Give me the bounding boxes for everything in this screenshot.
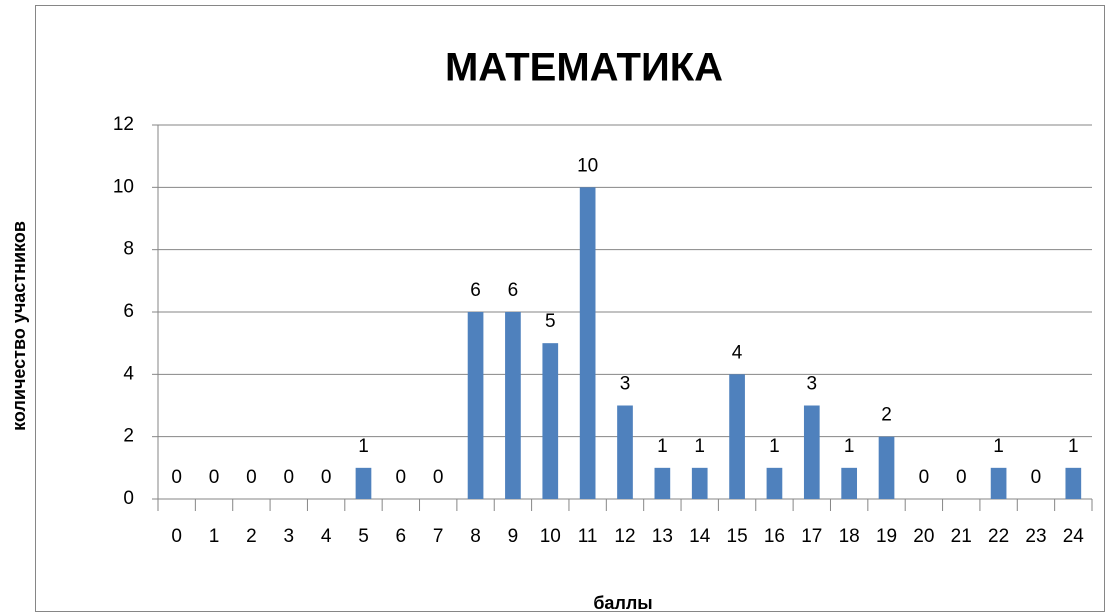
bar <box>505 312 521 499</box>
y-tick-label: 0 <box>123 488 134 509</box>
bar <box>355 467 372 499</box>
x-tick-label: 21 <box>951 526 972 547</box>
data-label: 0 <box>246 467 257 488</box>
x-tick-label: 17 <box>801 526 822 547</box>
chart-title: МАТЕМАТИКА <box>445 46 723 90</box>
data-label: 0 <box>1031 467 1042 488</box>
y-tick-label: 2 <box>123 426 134 447</box>
bar <box>617 405 633 499</box>
bar <box>841 467 858 499</box>
y-tick-label: 8 <box>123 239 134 260</box>
data-label: 0 <box>321 467 332 488</box>
y-tick-label: 4 <box>123 363 134 384</box>
bar <box>542 343 559 499</box>
x-tick-label: 9 <box>508 526 519 547</box>
data-label: 1 <box>694 436 705 457</box>
x-tick-label: 2 <box>246 526 257 547</box>
y-tick-label: 6 <box>123 301 134 322</box>
data-label: 3 <box>620 374 631 395</box>
x-tick-label: 23 <box>1025 526 1046 547</box>
data-label: 0 <box>919 467 930 488</box>
data-label: 0 <box>209 467 220 488</box>
y-tick-label: 12 <box>113 114 134 135</box>
data-label: 6 <box>470 280 481 301</box>
data-label: 2 <box>881 405 892 426</box>
data-label: 0 <box>283 467 294 488</box>
bar <box>579 187 596 500</box>
x-tick-label: 6 <box>396 526 407 547</box>
x-tick-label: 14 <box>689 526 711 547</box>
x-tick-label: 1 <box>209 526 220 547</box>
x-tick-label: 3 <box>283 526 294 547</box>
x-tick-label: 24 <box>1063 526 1085 547</box>
data-label: 3 <box>807 374 818 395</box>
x-tick-label: 18 <box>839 526 860 547</box>
bar <box>467 312 484 499</box>
data-label: 1 <box>993 436 1004 457</box>
data-label: 10 <box>577 155 598 176</box>
data-label: 4 <box>732 342 743 363</box>
bar <box>691 467 708 499</box>
x-axis-label: баллы <box>593 593 652 613</box>
bar <box>654 467 671 499</box>
chart-frame <box>35 5 1105 612</box>
x-tick-label: 19 <box>876 526 897 547</box>
bar <box>729 374 745 499</box>
data-label: 1 <box>1068 436 1079 457</box>
data-label: 1 <box>358 436 369 457</box>
data-label: 1 <box>657 436 668 457</box>
bar <box>878 436 895 499</box>
x-tick-label: 12 <box>614 526 635 547</box>
bar <box>1065 467 1082 499</box>
y-tick-label: 10 <box>113 176 134 197</box>
x-tick-label: 15 <box>727 526 748 547</box>
data-label: 6 <box>508 280 519 301</box>
data-label: 0 <box>433 467 444 488</box>
x-tick-label: 10 <box>540 526 561 547</box>
x-tick-label: 13 <box>652 526 673 547</box>
x-tick-label: 20 <box>913 526 934 547</box>
x-tick-label: 16 <box>764 526 785 547</box>
x-tick-label: 22 <box>988 526 1009 547</box>
x-tick-label: 8 <box>470 526 481 547</box>
bar <box>766 467 783 499</box>
data-label: 0 <box>396 467 407 488</box>
data-label: 1 <box>844 436 855 457</box>
data-label: 5 <box>545 311 556 332</box>
x-tick-label: 0 <box>171 526 182 547</box>
x-tick-label: 5 <box>358 526 369 547</box>
x-tick-label: 7 <box>433 526 444 547</box>
x-tick-label: 4 <box>321 526 332 547</box>
bar <box>990 467 1007 499</box>
y-axis-label: количество участников <box>9 221 29 431</box>
data-label: 0 <box>171 467 182 488</box>
data-label: 1 <box>769 436 780 457</box>
x-tick-label: 11 <box>578 526 598 547</box>
data-label: 0 <box>956 467 967 488</box>
bar <box>803 405 820 499</box>
